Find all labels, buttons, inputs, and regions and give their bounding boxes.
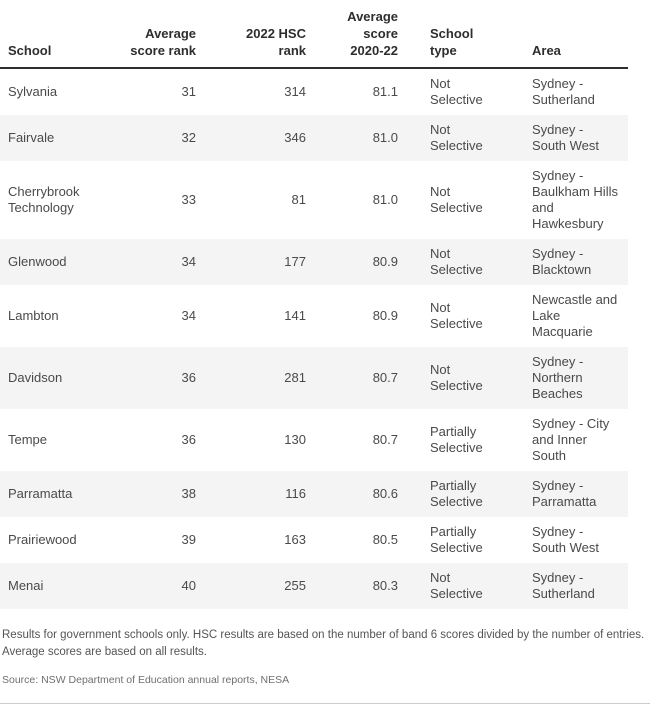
cell-2022-hsc-rank: 314 <box>284 84 306 99</box>
cell-school-type: Partially Selective <box>430 478 483 509</box>
cell-school-type: Not Selective <box>430 570 483 601</box>
cell-area: Sydney - Northern Beaches <box>532 354 584 401</box>
table-row: Fairvale 32 346 81.0 Not Selective Sydne… <box>0 115 628 161</box>
cell-school-name: Menai <box>8 578 44 593</box>
header-row: School Average score rank 2022 HSC rank … <box>0 2 628 69</box>
cell-average-score-rank: 40 <box>181 578 196 593</box>
column-header-average-score-2020-22: Average score 2020-22 <box>310 2 402 69</box>
table-row: Lambton 34 141 80.9 Not Selective Newcas… <box>0 285 628 347</box>
cell-school-name: Sylvania <box>8 84 58 99</box>
cell-2022-hsc-rank: 81 <box>291 192 306 207</box>
cell-average-score: 80.7 <box>372 370 398 385</box>
cell-school-name: Parramatta <box>8 486 73 501</box>
cell-school-name: Davidson <box>8 370 63 385</box>
cell-school-type: Partially Selective <box>430 424 483 455</box>
cell-area: Sydney - City and Inner South <box>532 416 610 463</box>
cell-average-score: 80.3 <box>372 578 398 593</box>
column-header-school: School <box>0 2 120 69</box>
cell-2022-hsc-rank: 163 <box>284 532 306 547</box>
cell-average-score: 80.5 <box>372 532 398 547</box>
cell-school-type: Not Selective <box>430 122 483 153</box>
cell-average-score-rank: 36 <box>181 370 196 385</box>
cell-average-score-rank: 36 <box>181 432 196 447</box>
cell-school-name: Fairvale <box>8 130 55 145</box>
table-row: Cherrybrook Technology 33 81 81.0 Not Se… <box>0 161 628 239</box>
cell-area: Sydney - Sutherland <box>532 76 595 107</box>
table-row: Sylvania 31 314 81.1 Not Selective Sydne… <box>0 68 628 115</box>
cell-2022-hsc-rank: 255 <box>284 578 306 593</box>
cell-2022-hsc-rank: 116 <box>285 486 306 501</box>
table-row: Glenwood 34 177 80.9 Not Selective Sydne… <box>0 239 628 285</box>
cell-school-type: Not Selective <box>430 362 483 393</box>
cell-2022-hsc-rank: 141 <box>284 308 306 323</box>
cell-area: Sydney - Sutherland <box>532 570 595 601</box>
cell-average-score: 80.6 <box>372 486 398 501</box>
cell-area: Newcastle and Lake Macquarie <box>532 292 618 339</box>
cell-average-score-rank: 33 <box>181 192 196 207</box>
column-header-average-score-rank: Average score rank <box>120 2 200 69</box>
cell-average-score: 80.9 <box>372 308 398 323</box>
column-header-school-type: School type <box>402 2 500 69</box>
cell-average-score: 81.1 <box>372 84 398 99</box>
cell-school-name: Lambton <box>8 308 59 323</box>
cell-2022-hsc-rank: 177 <box>284 254 306 269</box>
methodology-note: Results for government schools only. HSC… <box>2 629 645 658</box>
cell-average-score: 80.9 <box>372 254 398 269</box>
cell-school-name: Prairiewood <box>8 532 77 547</box>
cell-school-type: Not Selective <box>430 246 483 277</box>
cell-average-score-rank: 34 <box>181 254 196 269</box>
cell-average-score: 80.7 <box>372 432 398 447</box>
cell-area: Sydney - South West <box>532 524 599 555</box>
cell-school-name: Glenwood <box>8 254 67 269</box>
table-row: Tempe 36 130 80.7 Partially Selective Sy… <box>0 409 628 471</box>
column-header-area: Area <box>500 2 628 69</box>
cell-2022-hsc-rank: 346 <box>284 130 306 145</box>
cell-average-score-rank: 34 <box>181 308 196 323</box>
table-row: Menai 40 255 80.3 Not Selective Sydney -… <box>0 563 628 609</box>
cell-school-name: Tempe <box>8 432 48 447</box>
cell-school-type: Not Selective <box>430 76 483 107</box>
cell-school-type: Not Selective <box>430 300 483 331</box>
source-attribution: Source: NSW Department of Education annu… <box>2 674 290 686</box>
cell-area: Sydney - Blacktown <box>532 246 592 277</box>
cell-average-score: 81.0 <box>372 192 398 207</box>
school-rankings-table: School Average score rank 2022 HSC rank … <box>0 2 628 609</box>
cell-school-type: Not Selective <box>430 184 483 215</box>
cell-area: Sydney - Parramatta <box>532 478 597 509</box>
cell-average-score-rank: 31 <box>181 84 196 99</box>
table-row: Prairiewood 39 163 80.5 Partially Select… <box>0 517 628 563</box>
cell-area: Sydney - South West <box>532 122 599 153</box>
cell-2022-hsc-rank: 281 <box>284 370 306 385</box>
column-header-2022-hsc-rank: 2022 HSC rank <box>200 2 310 69</box>
cell-average-score-rank: 38 <box>181 486 196 501</box>
cell-average-score: 81.0 <box>372 130 398 145</box>
cell-school-type: Partially Selective <box>430 524 483 555</box>
bottom-divider <box>0 703 650 704</box>
cell-average-score-rank: 39 <box>181 532 196 547</box>
cell-2022-hsc-rank: 130 <box>284 432 306 447</box>
cell-average-score-rank: 32 <box>181 130 196 145</box>
table-row: Parramatta 38 116 80.6 Partially Selecti… <box>0 471 628 517</box>
cell-school-name: Cherrybrook Technology <box>8 184 80 215</box>
cell-area: Sydney - Baulkham Hills and Hawkesbury <box>532 168 618 231</box>
table-row: Davidson 36 281 80.7 Not Selective Sydne… <box>0 347 628 409</box>
